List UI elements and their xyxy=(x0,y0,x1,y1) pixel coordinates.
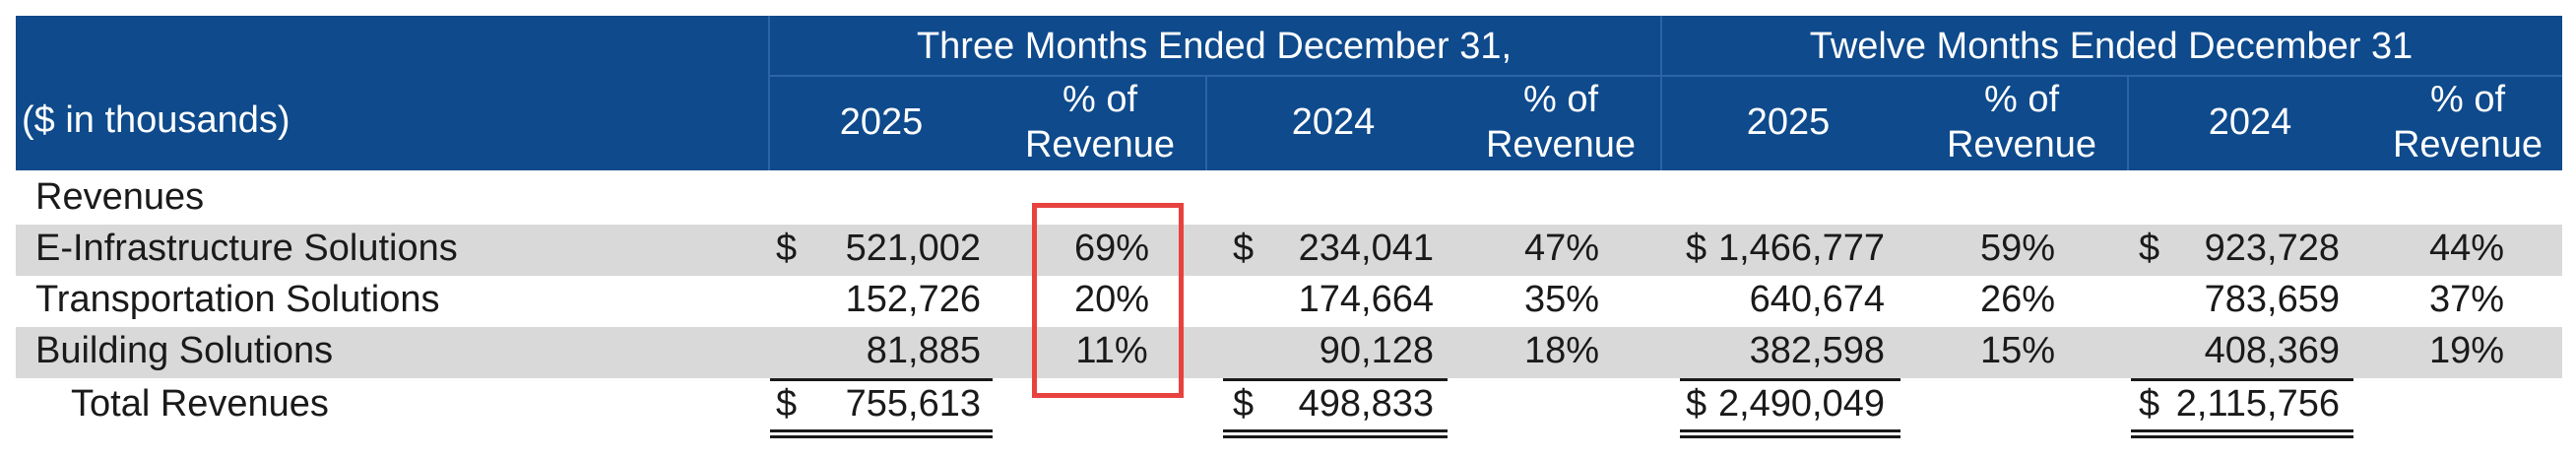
section-label-revenues: Revenues xyxy=(35,176,205,218)
total-double-rule xyxy=(2131,435,2353,438)
total-double-rule xyxy=(1223,435,1448,438)
header-col-divider xyxy=(1205,75,1207,170)
total-double-rule xyxy=(770,435,993,438)
q2025-value: 521,002 xyxy=(845,228,981,269)
q2024-pct: 47% xyxy=(1523,228,1600,269)
total-y2024: 2,115,756 xyxy=(2175,383,2340,425)
total-q2024: 498,833 xyxy=(1298,383,1434,425)
currency-symbol: $ xyxy=(2139,228,2160,269)
col-header-y2024: 2024 xyxy=(2208,101,2292,143)
subtotal-rule xyxy=(1223,378,1448,381)
col-header-q2025-pct: % of Revenue xyxy=(1024,79,1176,165)
q2024-value: 174,664 xyxy=(1298,279,1434,320)
y2024-value: 408,369 xyxy=(2204,330,2340,371)
subtotal-rule xyxy=(2131,378,2353,381)
q2025-pct: 69% xyxy=(1073,228,1150,269)
total-double-rule xyxy=(1223,429,1448,432)
y2024-pct: 37% xyxy=(2428,279,2505,320)
q2024-pct: 35% xyxy=(1523,279,1600,320)
row-label: Transportation Solutions xyxy=(35,279,440,320)
units-label: ($ in thousands) xyxy=(22,99,290,141)
table-header xyxy=(16,16,2562,170)
q2025-value: 81,885 xyxy=(866,330,981,371)
col-header-q2025: 2025 xyxy=(839,101,924,143)
y2025-value: 640,674 xyxy=(1749,279,1885,320)
col-header-q2024-pct: % of Revenue xyxy=(1485,79,1637,165)
currency-symbol: $ xyxy=(1686,383,1707,425)
q2025-value: 152,726 xyxy=(845,279,981,320)
total-double-rule xyxy=(1680,429,1900,432)
col-header-y2025: 2025 xyxy=(1746,101,1831,143)
row-label: Building Solutions xyxy=(35,330,334,371)
row-band xyxy=(16,327,2562,378)
col-header-y2025-pct: % of Revenue xyxy=(1946,79,2097,165)
header-col-divider xyxy=(2127,75,2129,170)
y2024-pct: 19% xyxy=(2428,330,2505,371)
total-q2025: 755,613 xyxy=(845,383,981,425)
q2024-pct: 18% xyxy=(1523,330,1600,371)
group-header-twelve-months: Twelve Months Ended December 31 xyxy=(1809,26,2414,67)
highlight-box xyxy=(1032,203,1184,398)
col-header-q2024: 2024 xyxy=(1291,101,1376,143)
q2025-pct: 20% xyxy=(1073,279,1150,320)
total-label: Total Revenues xyxy=(71,383,329,425)
col-header-y2024-pct: % of Revenue xyxy=(2392,79,2544,165)
y2024-pct: 44% xyxy=(2428,228,2505,269)
header-divider xyxy=(768,75,2562,77)
subtotal-rule xyxy=(1680,378,1900,381)
y2025-pct: 15% xyxy=(1979,330,2056,371)
y2025-value: 1,466,777 xyxy=(1717,228,1885,269)
q2025-pct: 11% xyxy=(1075,330,1148,371)
header-col-divider xyxy=(1660,16,1662,170)
y2025-pct: 59% xyxy=(1979,228,2056,269)
total-double-rule xyxy=(1680,435,1900,438)
row-label: E-Infrastructure Solutions xyxy=(35,228,458,269)
y2024-value: 923,728 xyxy=(2204,228,2340,269)
q2024-value: 234,041 xyxy=(1298,228,1434,269)
currency-symbol: $ xyxy=(776,228,798,269)
q2024-value: 90,128 xyxy=(1319,330,1434,371)
total-y2025: 2,490,049 xyxy=(1717,383,1885,425)
y2025-pct: 26% xyxy=(1979,279,2056,320)
currency-symbol: $ xyxy=(776,383,798,425)
currency-symbol: $ xyxy=(1686,228,1707,269)
y2024-value: 783,659 xyxy=(2204,279,2340,320)
currency-symbol: $ xyxy=(1233,383,1255,425)
currency-symbol: $ xyxy=(1233,228,1255,269)
y2025-value: 382,598 xyxy=(1749,330,1885,371)
row-band xyxy=(16,225,2562,276)
currency-symbol: $ xyxy=(2139,383,2160,425)
group-header-three-months: Three Months Ended December 31, xyxy=(916,26,1513,67)
subtotal-rule xyxy=(770,378,993,381)
total-double-rule xyxy=(2131,429,2353,432)
header-col-divider xyxy=(768,16,770,170)
total-double-rule xyxy=(770,429,993,432)
